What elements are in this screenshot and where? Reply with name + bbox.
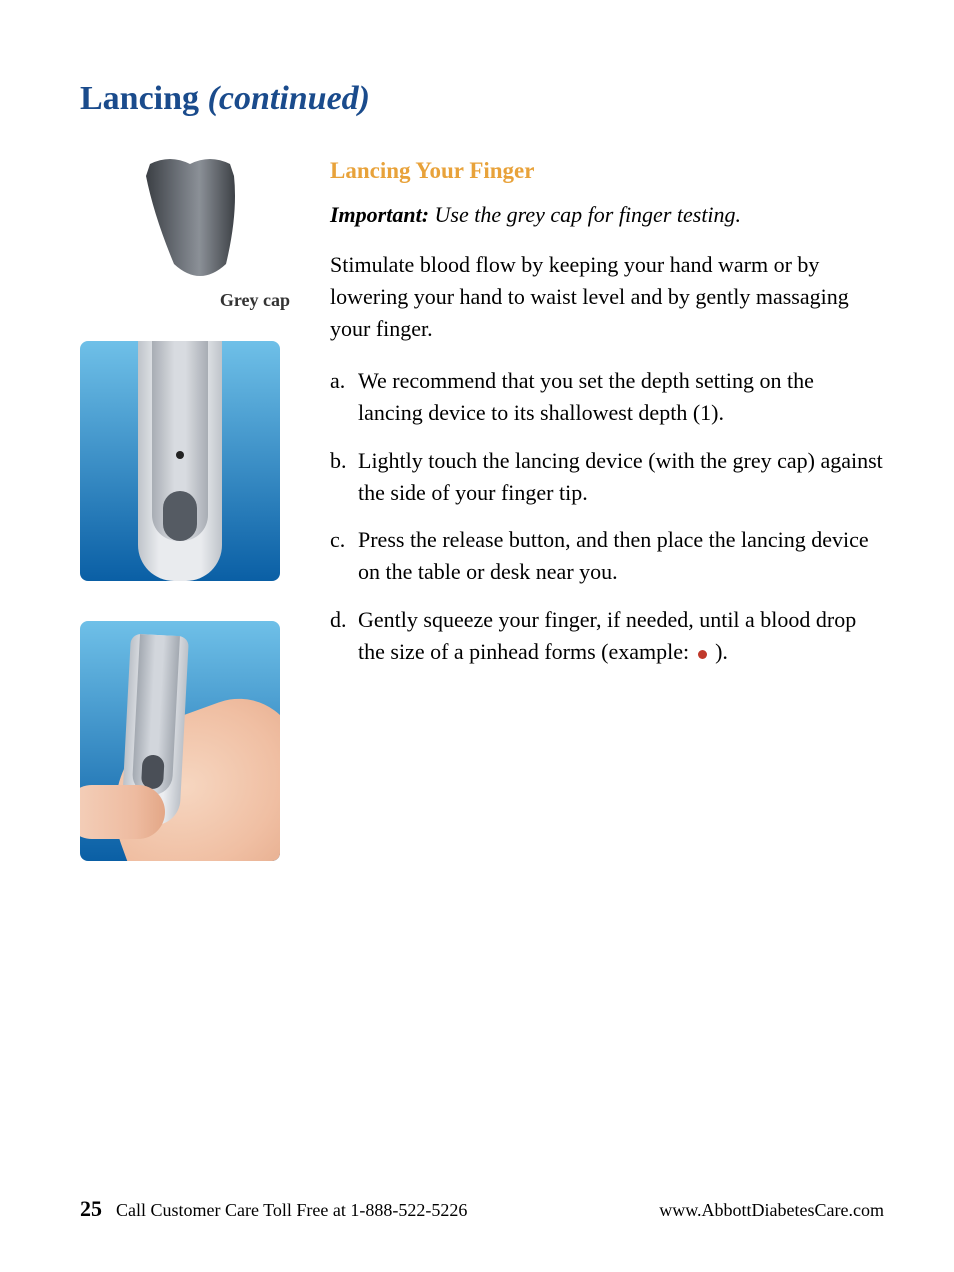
device-button2-icon: [141, 754, 165, 789]
step-c-marker: c.: [330, 524, 358, 588]
device-photo-1: [80, 341, 280, 581]
step-b: b. Lightly touch the lancing device (wit…: [330, 445, 884, 509]
device-photo-2: [80, 621, 280, 861]
title-main: Lancing: [80, 80, 199, 117]
step-d-text: Gently squeeze your finger, if needed, u…: [358, 604, 884, 668]
step-d-text-pre: Gently squeeze your finger, if needed, u…: [358, 607, 856, 664]
important-text: Use the grey cap for finger testing.: [429, 202, 741, 227]
grey-cap-label: Grey cap: [80, 290, 300, 311]
step-d-text-post: ).: [710, 639, 728, 664]
grey-cap-figure: Grey cap: [80, 154, 300, 311]
step-d-marker: d.: [330, 604, 358, 668]
title-continued: (continued): [208, 80, 370, 117]
step-a-marker: a.: [330, 365, 358, 429]
grey-cap-icon: [110, 154, 270, 294]
page-footer: 25 Call Customer Care Toll Free at 1-888…: [80, 1196, 884, 1222]
device-indicator-icon: [176, 451, 184, 459]
right-column: Lancing Your Finger Important: Use the g…: [330, 154, 884, 901]
content-area: Grey cap Lancing Your Finger Important: …: [80, 154, 884, 901]
grey-cap-shape: [146, 159, 235, 276]
finger-icon: [80, 785, 165, 839]
step-b-marker: b.: [330, 445, 358, 509]
device-body-icon: [138, 341, 222, 581]
step-c-text: Press the release button, and then place…: [358, 524, 884, 588]
step-a-text: We recommend that you set the depth sett…: [358, 365, 884, 429]
page-title: Lancing (continued): [80, 80, 884, 118]
steps-list: a. We recommend that you set the depth s…: [330, 365, 884, 668]
section-heading: Lancing Your Finger: [330, 154, 884, 187]
step-c: c. Press the release button, and then pl…: [330, 524, 884, 588]
step-a: a. We recommend that you set the depth s…: [330, 365, 884, 429]
step-b-text: Lightly touch the lancing device (with t…: [358, 445, 884, 509]
blood-drop-icon: [698, 650, 707, 659]
website-url: www.AbbottDiabetesCare.com: [659, 1200, 884, 1221]
left-column: Grey cap: [80, 154, 300, 901]
device-button-icon: [163, 491, 197, 541]
intro-paragraph: Stimulate blood flow by keeping your han…: [330, 249, 884, 345]
important-note: Important: Use the grey cap for finger t…: [330, 199, 884, 231]
page-number: 25: [80, 1196, 102, 1222]
step-d: d. Gently squeeze your finger, if needed…: [330, 604, 884, 668]
customer-care-text: Call Customer Care Toll Free at 1-888-52…: [116, 1200, 659, 1221]
important-label: Important:: [330, 202, 429, 227]
